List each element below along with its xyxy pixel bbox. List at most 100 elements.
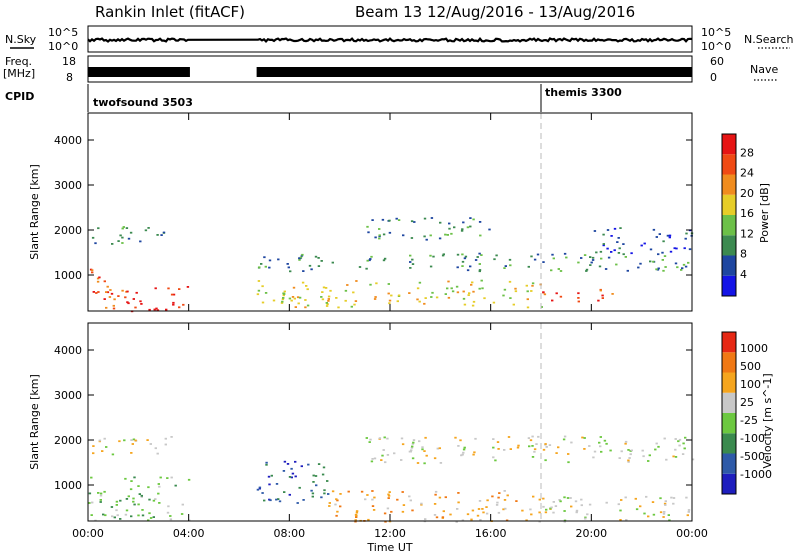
scatter-cell — [139, 240, 142, 243]
scatter-cell — [557, 446, 560, 449]
colorbar-swatch — [722, 215, 736, 236]
scatter-cell — [283, 290, 286, 293]
scatter-cell — [390, 510, 393, 513]
scatter-cell — [589, 264, 592, 266]
scatter-cell — [496, 501, 499, 504]
scatter-cell — [502, 294, 505, 297]
scatter-cell — [606, 229, 610, 231]
scatter-cell — [139, 300, 142, 303]
scatter-cell — [667, 514, 670, 516]
scatter-cell — [423, 302, 426, 305]
scatter-cell — [320, 496, 323, 499]
scatter-cell — [166, 511, 170, 514]
scatter-cell — [371, 498, 374, 501]
scatter-cell — [459, 439, 462, 442]
scatter-cell — [386, 454, 390, 456]
time-xlabel: Time UT — [366, 541, 412, 554]
scatter-cell — [471, 304, 475, 307]
scatter-cell — [258, 266, 261, 269]
scatter-cell — [446, 234, 449, 236]
noise-panel: N.Sky 10^5 10^0 10^5 10^0 N.Search — [5, 25, 794, 53]
scatter-cell — [130, 439, 133, 441]
scatter-cell — [260, 263, 263, 265]
scatter-cell — [321, 291, 324, 293]
scatter-cell — [470, 283, 473, 286]
scatter-cell — [664, 266, 667, 268]
scatter-cell — [373, 496, 376, 499]
scatter-cell — [292, 286, 296, 289]
scatter-cell — [331, 261, 334, 264]
scatter-cell — [409, 267, 412, 269]
scatter-cell — [545, 508, 548, 511]
scatter-cell — [388, 299, 392, 302]
scatter-cell — [416, 462, 420, 464]
scatter-cell — [610, 251, 613, 253]
scatter-cell — [133, 503, 136, 506]
scatter-cell — [668, 234, 672, 237]
scatter-cell — [290, 299, 293, 302]
scatter-cell — [514, 290, 518, 293]
scatter-cell — [530, 513, 533, 516]
scatter-cell — [441, 516, 445, 519]
scatter-cell — [386, 507, 390, 510]
scatter-cell — [469, 217, 472, 219]
scatter-cell — [383, 257, 387, 260]
scatter-cell — [658, 233, 661, 235]
scatter-cell — [96, 277, 100, 280]
scatter-cell — [674, 456, 678, 458]
scatter-cell — [367, 518, 370, 521]
scatter-cell — [131, 443, 134, 445]
scatter-cell — [591, 259, 595, 261]
scatter-cell — [410, 237, 414, 239]
scatter-cell — [526, 298, 529, 301]
scatter-cell — [537, 435, 540, 438]
scatter-cell — [424, 297, 427, 299]
scatter-cell — [622, 253, 625, 256]
scatter-cell — [321, 473, 325, 476]
noise-line — [87, 36, 693, 43]
scatter-cell — [148, 308, 151, 311]
scatter-cell — [166, 477, 169, 479]
scatter-cell — [378, 228, 381, 230]
scatter-cell — [298, 486, 301, 489]
scatter-cell — [674, 262, 678, 265]
scatter-cell — [323, 489, 326, 492]
scatter-cell — [97, 227, 100, 230]
scatter-cell — [178, 288, 181, 290]
scatter-cell — [286, 463, 290, 465]
scatter-cell — [155, 307, 158, 310]
scatter-cell — [463, 303, 467, 306]
scatter-cell — [106, 285, 109, 288]
scatter-cell — [526, 306, 530, 309]
scatter-cell — [122, 226, 125, 228]
scatter-cell — [567, 453, 570, 455]
scatter-cell — [435, 516, 439, 519]
scatter-cell — [461, 228, 464, 231]
scatter-cell — [149, 517, 153, 519]
scatter-cell — [256, 293, 260, 296]
scatter-cell — [504, 265, 507, 267]
scatter-cell — [374, 296, 377, 298]
scatter-cell — [425, 454, 428, 457]
scatter-cell — [602, 243, 605, 245]
scatter-cell — [542, 497, 545, 500]
scatter-cell — [268, 266, 271, 269]
scatter-cell — [154, 498, 157, 500]
scatter-cell — [434, 490, 438, 493]
scatter-cell — [659, 511, 663, 514]
scatter-cell — [538, 511, 541, 514]
scatter-cell — [291, 296, 295, 298]
scatter-cell — [540, 306, 543, 308]
scatter-cell — [165, 308, 168, 311]
frequency-panel: Freq. [MHz] 18 8 60 0 Nave — [3, 55, 778, 84]
colorbar-swatch — [722, 194, 736, 215]
scatter-cell — [647, 515, 650, 518]
scatter-cell — [159, 476, 162, 479]
scatter-cell — [436, 447, 439, 450]
scatter-cell — [438, 496, 442, 499]
scatter-cell — [577, 297, 580, 299]
scatter-cell — [167, 505, 170, 508]
y-tick-label: 4000 — [54, 134, 82, 147]
scatter-cell — [402, 234, 405, 237]
scatter-cell — [478, 263, 481, 265]
